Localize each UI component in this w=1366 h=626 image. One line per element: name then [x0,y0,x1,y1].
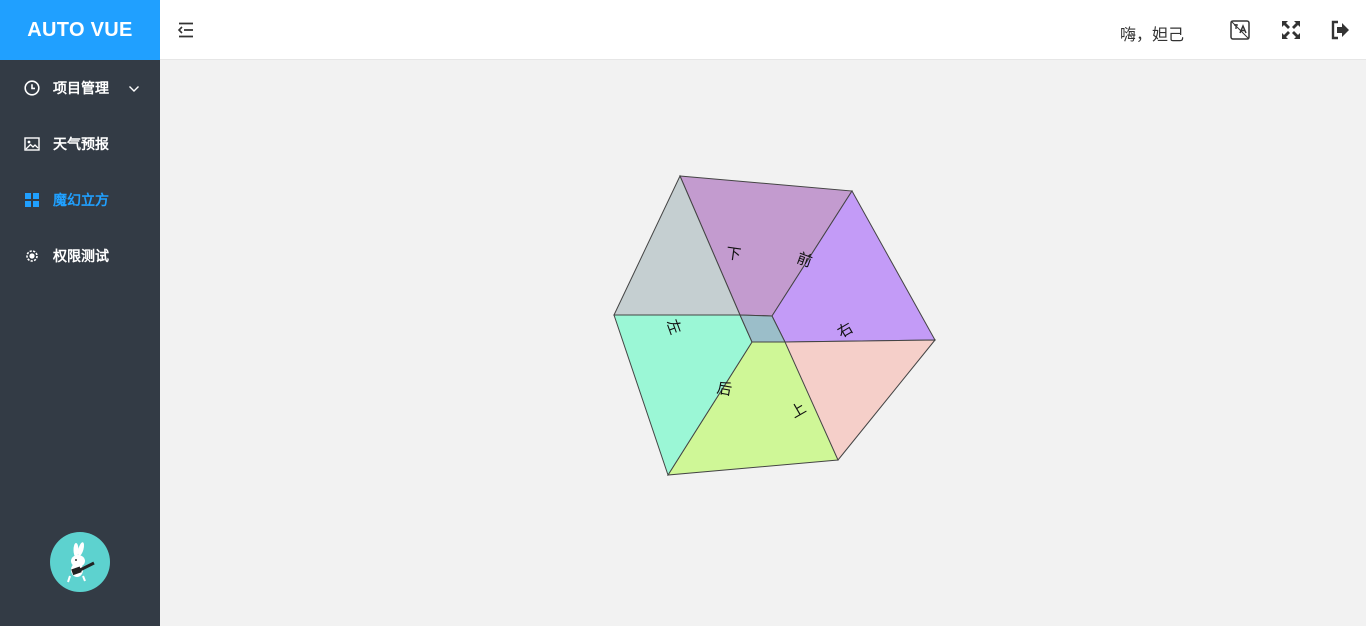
logout-icon[interactable] [1329,19,1351,41]
cube-center [739,314,786,343]
magic-cube-stage: 下 前 右 上 后 左 [160,61,1366,626]
fullscreen-icon[interactable] [1280,19,1302,41]
face-label-back: 后 [715,379,733,399]
grid-icon [24,192,40,208]
app-logo[interactable]: AUTO VUE [0,0,160,60]
sidebar-item-label: 权限测试 [53,248,109,264]
gear-icon [24,248,40,264]
translate-icon[interactable] [1229,19,1251,41]
magic-cube[interactable]: 下 前 右 上 后 左 [160,61,1366,626]
face-label-front: 前 [794,249,814,271]
sidebar-item-weather[interactable]: 天气预报 [0,116,160,172]
face-label-left: 左 [663,317,685,337]
avatar[interactable] [50,532,110,592]
sidebar-item-project-management[interactable]: 项目管理 [0,60,160,116]
sidebar-item-label: 天气预报 [53,136,109,152]
sidebar-item-label: 魔幻立方 [53,192,109,208]
sidebar-item-label: 项目管理 [53,80,109,96]
image-icon [24,136,40,152]
sidebar-item-permission-test[interactable]: 权限测试 [0,228,160,284]
sidebar-item-magic-cube[interactable]: 魔幻立方 [0,172,160,228]
chevron-down-icon [128,82,140,94]
rabbit-avatar-icon [67,542,95,583]
top-header: 嗨，妲己 [160,0,1366,60]
cube-face-left [613,174,741,316]
face-label-bottom: 下 [725,244,742,264]
sidebar: AUTO VUE 项目管理 天气预报 魔幻立方 权限测试 [0,0,160,626]
clock-icon [24,80,40,96]
user-greeting[interactable]: 嗨，妲己 [1120,27,1185,44]
collapse-menu-icon[interactable] [176,20,196,40]
